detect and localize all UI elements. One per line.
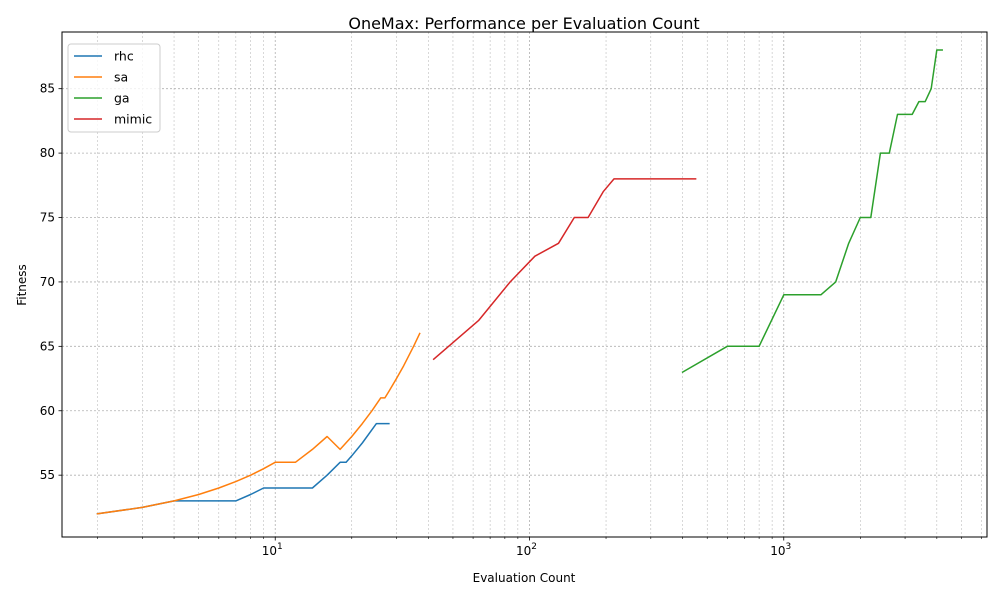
y-tick-label: 55 <box>40 468 55 482</box>
y-axis-label: Fitness <box>15 264 29 306</box>
legend-label-sa: sa <box>114 70 128 85</box>
x-axis-label: Evaluation Count <box>473 571 576 585</box>
series-layer <box>96 49 943 515</box>
plot-frame <box>61 31 988 538</box>
y-tick-label: 60 <box>40 404 55 418</box>
y-tick-label: 80 <box>40 146 55 160</box>
legend: rhc sa ga mimic <box>67 43 161 133</box>
series-line-sa <box>96 332 421 515</box>
x-tick-label: 102 <box>516 542 537 558</box>
x-tick-label: 103 <box>770 542 791 558</box>
chart-title: OneMax: Performance per Evaluation Count <box>348 14 699 33</box>
legend-label-rhc: rhc <box>114 49 134 64</box>
series-line-rhc <box>96 422 390 515</box>
grid <box>62 32 987 537</box>
legend-label-mimic: mimic <box>114 112 152 127</box>
x-tick-label: 101 <box>262 542 283 558</box>
legend-label-ga: ga <box>114 91 130 106</box>
y-ticks: 55 60 65 70 75 80 85 <box>40 82 62 482</box>
legend-box <box>67 43 161 133</box>
y-tick-label: 65 <box>40 339 55 353</box>
y-tick-label: 85 <box>40 82 55 96</box>
y-tick-label: 75 <box>40 211 55 225</box>
series-line-mimic <box>432 178 697 361</box>
y-tick-label: 70 <box>40 275 55 289</box>
x-ticks: 101 102 103 <box>97 537 982 558</box>
series-line-ga <box>681 49 943 374</box>
